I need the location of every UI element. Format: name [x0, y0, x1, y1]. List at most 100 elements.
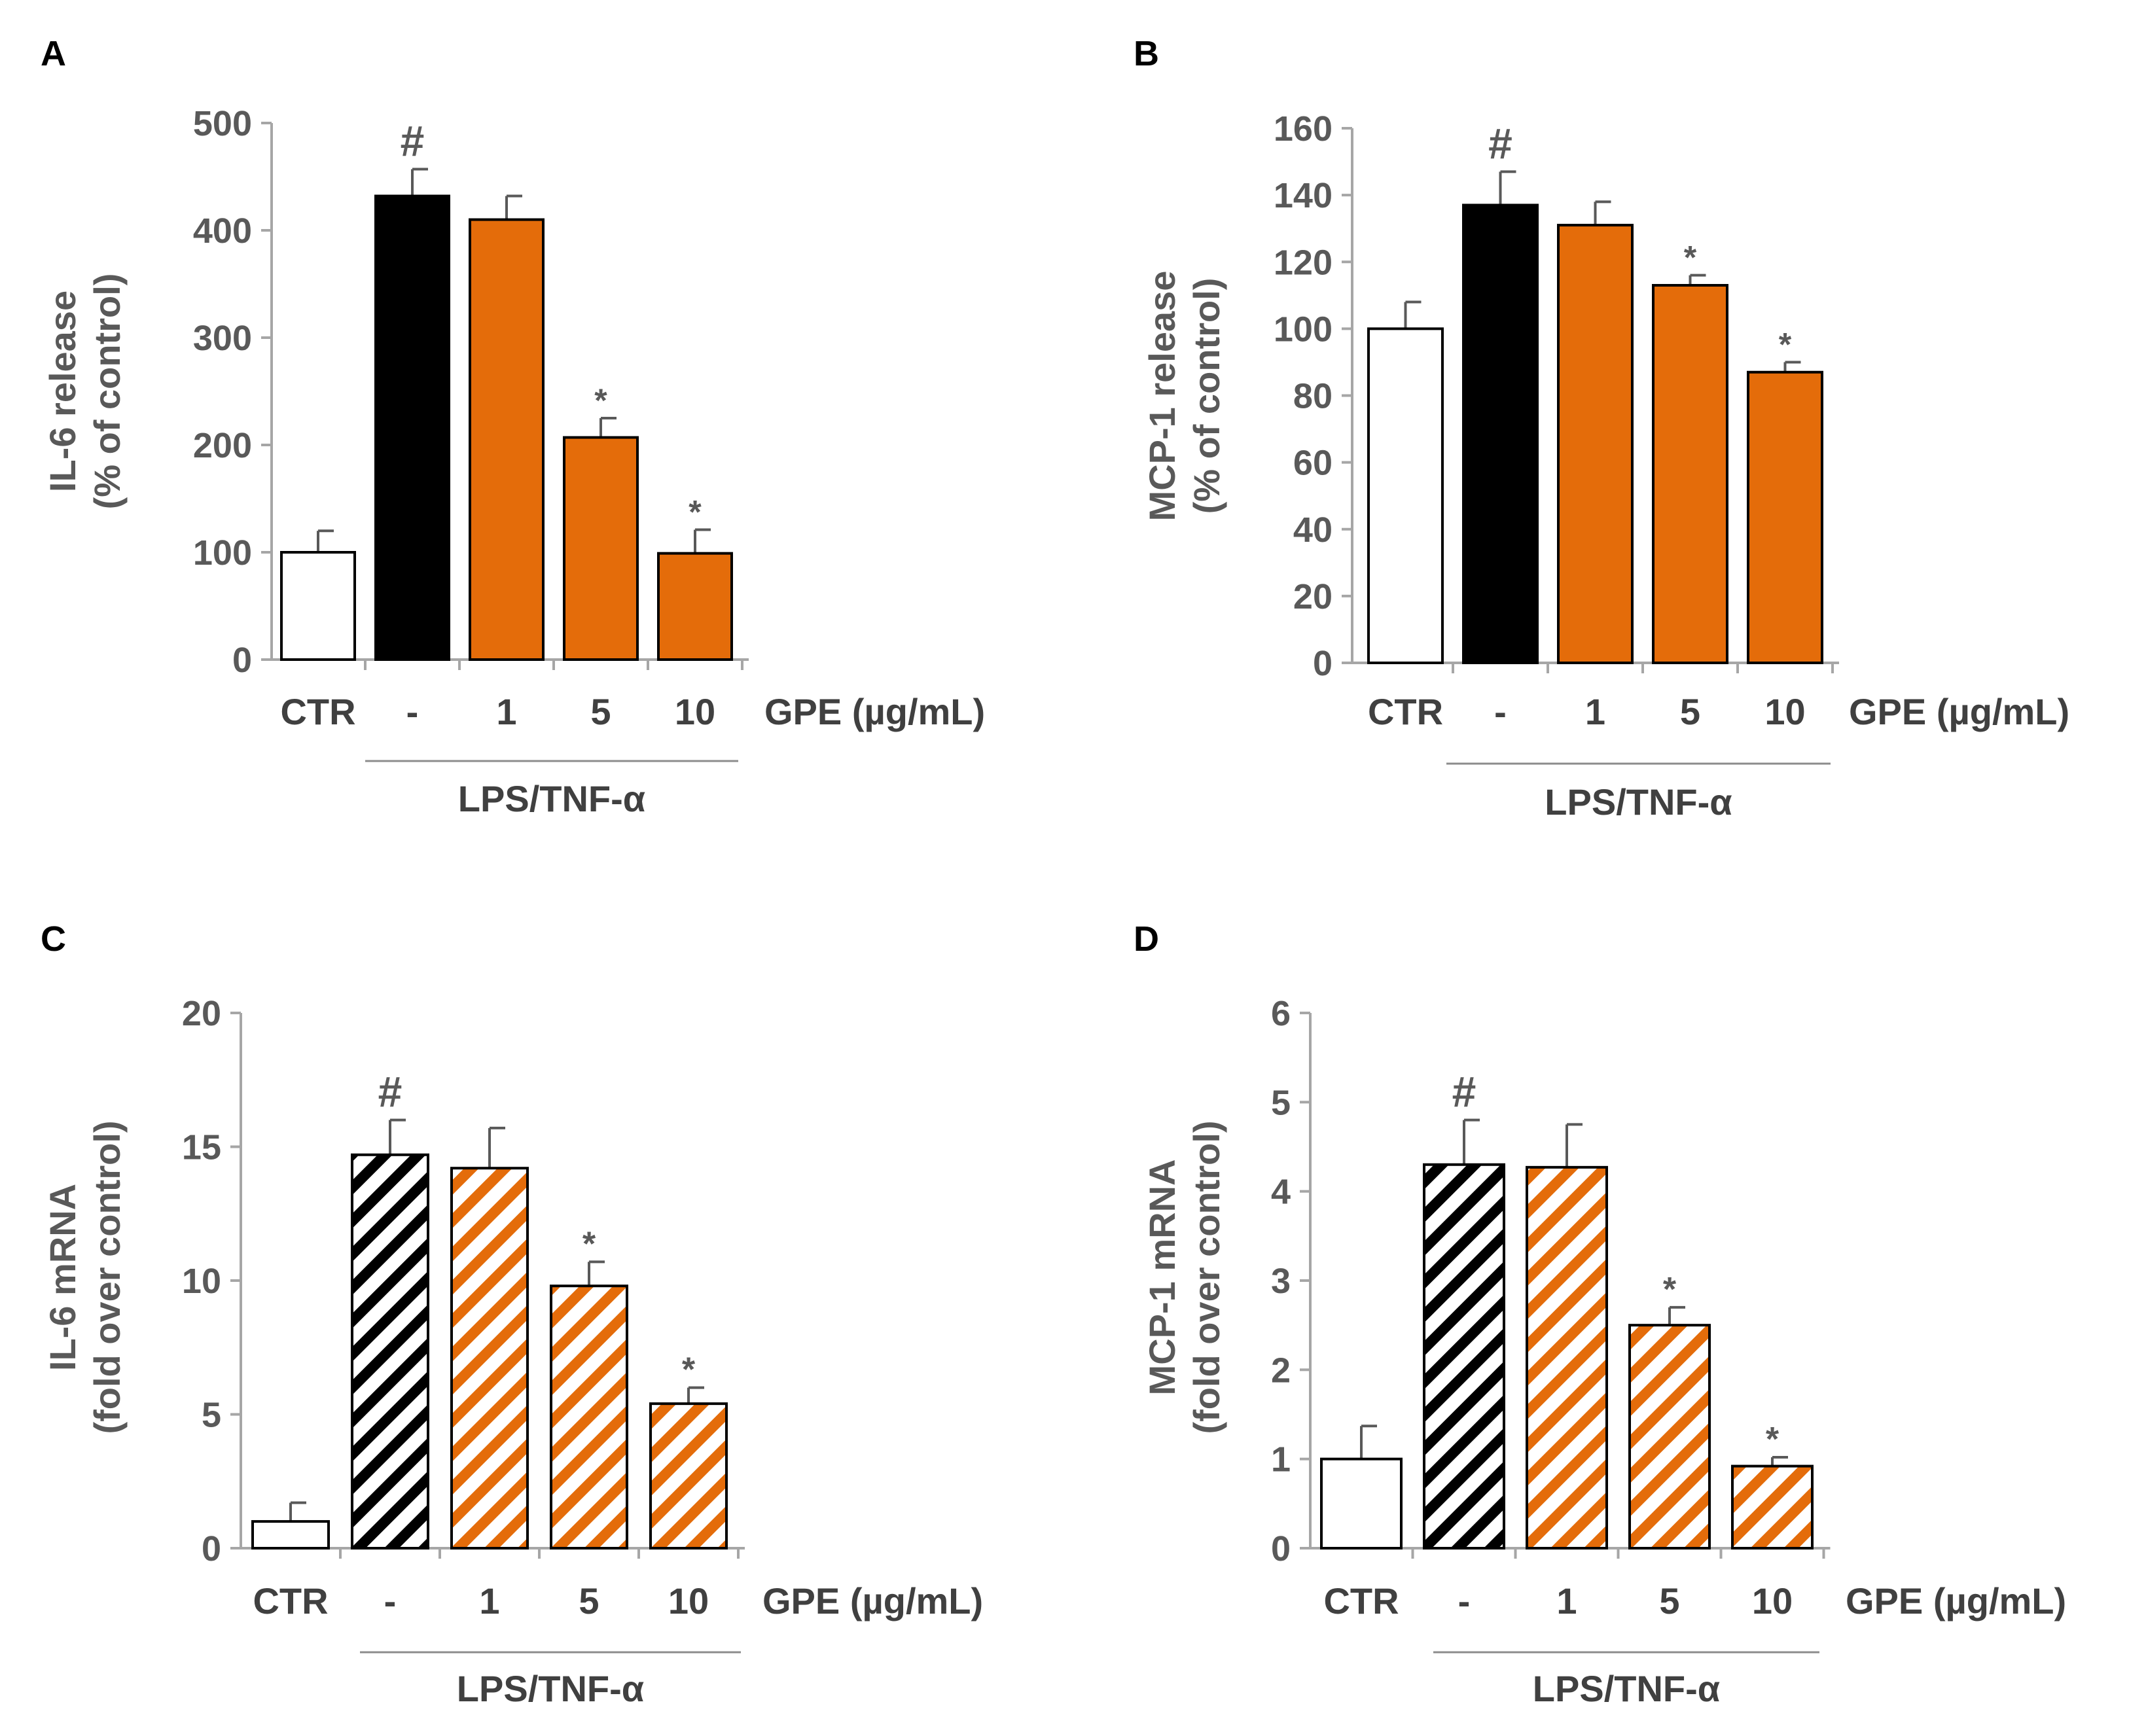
y-tick-label: 0 [1271, 1529, 1291, 1568]
y-tick-label: 0 [1313, 644, 1333, 683]
significance-star: * [1684, 239, 1697, 276]
panel-letter: B [1134, 34, 1159, 73]
y-tick-label: 500 [193, 104, 252, 143]
x-tick-label: 5 [579, 1580, 599, 1621]
significance-hash: # [401, 117, 425, 166]
y-tick-label: 60 [1293, 444, 1333, 483]
group-label: LPS/TNF-α [1533, 1668, 1720, 1709]
bar-CTR [280, 551, 356, 661]
chart-panel-d: D 0 1 2 3 4 5 6 CTR # - 1 * 5 * 10 GPE (µg/mL) LPS/TNF-α M… [1134, 919, 2066, 1709]
x-axis-unit-label: GPE (µg/mL) [764, 691, 985, 732]
y-tick-label: 100 [193, 533, 252, 573]
panel-letter: C [41, 919, 66, 959]
x-tick-label: 5 [1659, 1580, 1679, 1621]
x-tick-label: 1 [479, 1580, 499, 1621]
y-axis-title-line: (fold over control) [1186, 1120, 1227, 1434]
y-axis-title-line: (fold over control) [86, 1120, 128, 1434]
bar-10 [1731, 1464, 1814, 1550]
chart-panel-a: A 0 100 200 300 400 500 CTR # - 1 * 5 * 10 GPE (µg/mL) L… [41, 34, 985, 819]
x-tick-label: CTR [253, 1580, 328, 1621]
x-axis-unit-label: GPE (µg/mL) [762, 1580, 983, 1621]
group-label: LPS/TNF-α [458, 778, 645, 819]
y-axis-title-line: (% of control) [1186, 278, 1227, 514]
significance-star: * [682, 1351, 696, 1389]
x-tick-label: 10 [1752, 1580, 1793, 1621]
bar-5 [1652, 283, 1728, 664]
x-tick-label: - [1458, 1580, 1471, 1621]
x-tick-label: 10 [668, 1580, 709, 1621]
y-tick-label: 0 [232, 641, 252, 680]
bar-10 [649, 1402, 728, 1550]
significance-hash: # [378, 1068, 403, 1116]
x-tick-label: - [1494, 691, 1507, 732]
significance-star: * [689, 494, 702, 531]
bar-- [1423, 1163, 1505, 1550]
y-axis-title-line: MCP-1 mRNA [1141, 1160, 1183, 1396]
y-tick-label: 5 [202, 1396, 221, 1435]
significance-star: * [1663, 1271, 1677, 1309]
bar-CTR [1367, 327, 1444, 664]
x-tick-label: - [384, 1580, 397, 1621]
x-axis-unit-label: GPE (µg/mL) [1849, 691, 2069, 732]
panel-letter: D [1134, 919, 1159, 959]
y-tick-label: 1 [1271, 1440, 1291, 1479]
bar-5 [550, 1284, 628, 1550]
bar-- [374, 194, 450, 661]
y-axis-title-line: IL-6 release [42, 291, 83, 492]
bar-CTR [1320, 1457, 1403, 1550]
y-tick-label: 400 [193, 211, 252, 251]
significance-star: * [582, 1225, 596, 1263]
x-tick-label: 5 [1680, 691, 1700, 732]
y-tick-label: 200 [193, 426, 252, 465]
panel-letter: A [41, 34, 66, 73]
bar-CTR [251, 1520, 330, 1550]
chart-panel-c: C 0 5 10 15 20 CTR # - 1 * 5 * 10 GPE (µg/mL) LPS/TNF-α… [41, 919, 983, 1709]
bar-5 [1628, 1324, 1711, 1550]
bar-- [1462, 204, 1539, 665]
y-axis-title: MCP-1 mRNA(fold over control) [1141, 1120, 1227, 1434]
y-tick-label: 40 [1293, 510, 1333, 550]
y-tick-label: 300 [193, 319, 252, 358]
y-tick-label: 20 [182, 994, 221, 1033]
y-tick-label: 20 [1293, 577, 1333, 616]
x-tick-label: CTR [280, 691, 355, 732]
bar-1 [1557, 224, 1634, 664]
bar-10 [657, 552, 733, 662]
y-axis-title-line: IL-6 mRNA [42, 1184, 83, 1371]
bar-- [351, 1153, 429, 1550]
x-axis-unit-label: GPE (µg/mL) [1846, 1580, 2066, 1621]
bar-1 [450, 1167, 529, 1550]
y-axis-title-line: MCP-1 release [1141, 271, 1183, 522]
y-axis-title: IL-6 mRNA(fold over control) [42, 1120, 128, 1434]
significance-star: * [594, 382, 607, 419]
y-tick-label: 3 [1271, 1262, 1291, 1301]
group-label: LPS/TNF-α [1545, 781, 1732, 823]
x-tick-label: 1 [1585, 691, 1605, 732]
y-tick-label: 140 [1274, 176, 1333, 215]
y-tick-label: 120 [1274, 243, 1333, 282]
bar-1 [469, 218, 545, 662]
y-axis-title: MCP-1 release(% of control) [1141, 271, 1227, 522]
chart-panel-b: B 0 20 40 60 80 100 120 140 160 CTR # - 1 * 5 * 10 GPE (µg… [1134, 34, 2069, 823]
bar-1 [1526, 1165, 1608, 1550]
x-tick-label: 10 [675, 691, 715, 732]
x-tick-label: CTR [1323, 1580, 1399, 1621]
y-tick-label: 100 [1274, 310, 1333, 349]
significance-hash: # [1452, 1068, 1476, 1116]
x-tick-label: 1 [496, 691, 516, 732]
significance-hash: # [1488, 119, 1512, 168]
y-tick-label: 80 [1293, 377, 1333, 416]
y-tick-label: 10 [182, 1262, 221, 1301]
group-label: LPS/TNF-α [457, 1668, 644, 1709]
x-tick-label: CTR [1368, 691, 1443, 732]
y-tick-label: 0 [202, 1529, 221, 1568]
y-axis-title: IL-6 release(% of control) [42, 274, 128, 510]
y-tick-label: 2 [1271, 1351, 1291, 1390]
bar-10 [1747, 370, 1823, 664]
y-tick-label: 15 [182, 1128, 221, 1167]
y-tick-label: 5 [1271, 1083, 1291, 1122]
x-tick-label: 5 [590, 691, 611, 732]
y-tick-label: 4 [1271, 1173, 1291, 1212]
y-axis-title-line: (% of control) [86, 274, 128, 510]
